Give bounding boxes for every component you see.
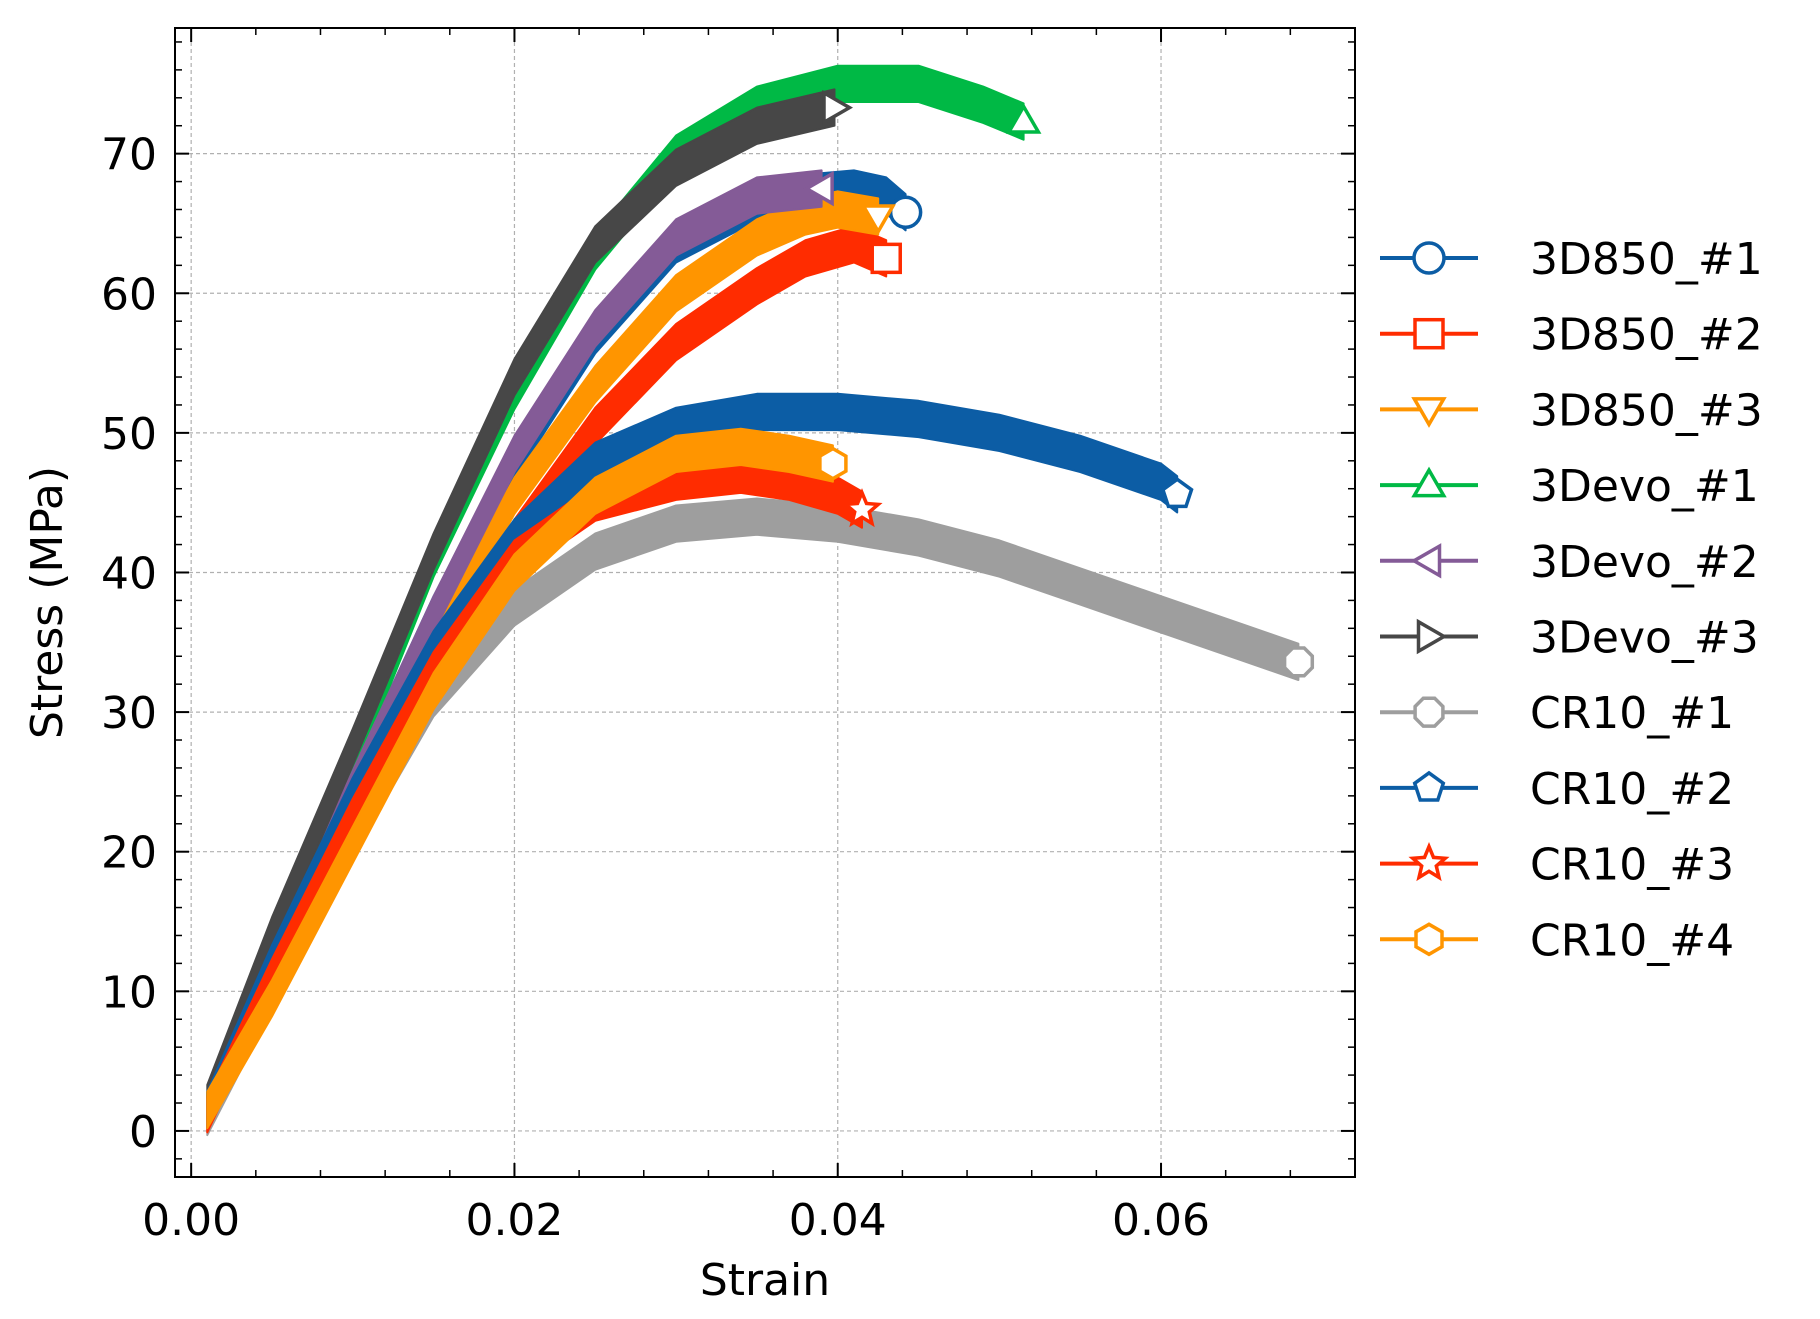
- series-band-6: [206, 88, 836, 1123]
- plot-frame: [174, 27, 1356, 1178]
- series-end-marker-9: [841, 488, 883, 528]
- legend-swatch-marker: [1411, 466, 1447, 498]
- series-layer: [206, 64, 1300, 1137]
- series-band-7: [206, 497, 1300, 1137]
- legend-swatch-marker: [1416, 618, 1448, 655]
- legend-label: 3D850_#1: [1530, 234, 1763, 285]
- legend-swatch-marker: [1408, 842, 1450, 882]
- marker-layer: [803, 89, 1315, 678]
- legend-label: CR10_#2: [1530, 764, 1734, 815]
- legend-label: CR10_#4: [1530, 915, 1734, 966]
- x-axis-label: Strain: [700, 1255, 830, 1306]
- legend-label: CR10_#1: [1530, 688, 1734, 739]
- legend-label: 3D850_#2: [1530, 310, 1763, 361]
- x-tick-label: 0.04: [789, 1195, 887, 1246]
- series-end-marker-7: [1282, 646, 1315, 678]
- series-end-marker-6: [822, 89, 854, 126]
- y-tick-label: 50: [101, 409, 157, 460]
- legend-swatch-marker: [1413, 317, 1445, 350]
- series-end-marker-2: [870, 242, 902, 275]
- x-tick-label: 0.06: [1112, 1195, 1210, 1246]
- y-tick-label: 20: [101, 828, 157, 879]
- series-end-marker-4: [1005, 103, 1042, 134]
- legend-swatch-marker: [1412, 241, 1446, 275]
- legend-label: 3Devo_#2: [1530, 537, 1759, 588]
- legend-label: 3D850_#3: [1530, 385, 1763, 436]
- series-end-marker-1: [888, 195, 923, 230]
- y-axis-label: Stress (MPa): [22, 466, 73, 739]
- series-band-10: [206, 427, 834, 1130]
- legend-label: 3Devo_#3: [1530, 613, 1759, 664]
- x-tick-label: 0.00: [142, 1195, 240, 1246]
- legend-swatch-marker: [1411, 397, 1447, 428]
- series-end-marker-10: [818, 446, 848, 481]
- legend: 3D850_#1 3D850_#2 3D850_#3 3Devo_#1 3Devo_#2…: [1380, 234, 1763, 966]
- legend-label: 3Devo_#1: [1530, 461, 1759, 512]
- y-tick-label: 10: [101, 967, 157, 1018]
- ticks: 0.00 0.02 0.04 0.06 0 10 20 30 40 50 60 70: [101, 28, 1355, 1246]
- x-tick-label: 0.02: [465, 1195, 563, 1246]
- legend-label: CR10_#3: [1530, 840, 1734, 891]
- y-tick-label: 30: [101, 688, 157, 739]
- y-tick-label: 0: [129, 1107, 157, 1158]
- series-end-marker-5: [803, 170, 834, 207]
- y-tick-label: 40: [101, 548, 157, 599]
- legend-swatch-marker: [1412, 770, 1446, 802]
- legend-swatch-marker: [1410, 543, 1442, 579]
- y-tick-label: 70: [101, 130, 157, 181]
- legend-swatch-marker: [1414, 922, 1444, 957]
- y-tick-label: 60: [101, 269, 157, 320]
- series-end-marker-8: [1160, 477, 1194, 509]
- series-band-2: [206, 225, 888, 1134]
- legend-swatch-marker: [1413, 696, 1445, 728]
- series-end-marker-3: [860, 204, 896, 235]
